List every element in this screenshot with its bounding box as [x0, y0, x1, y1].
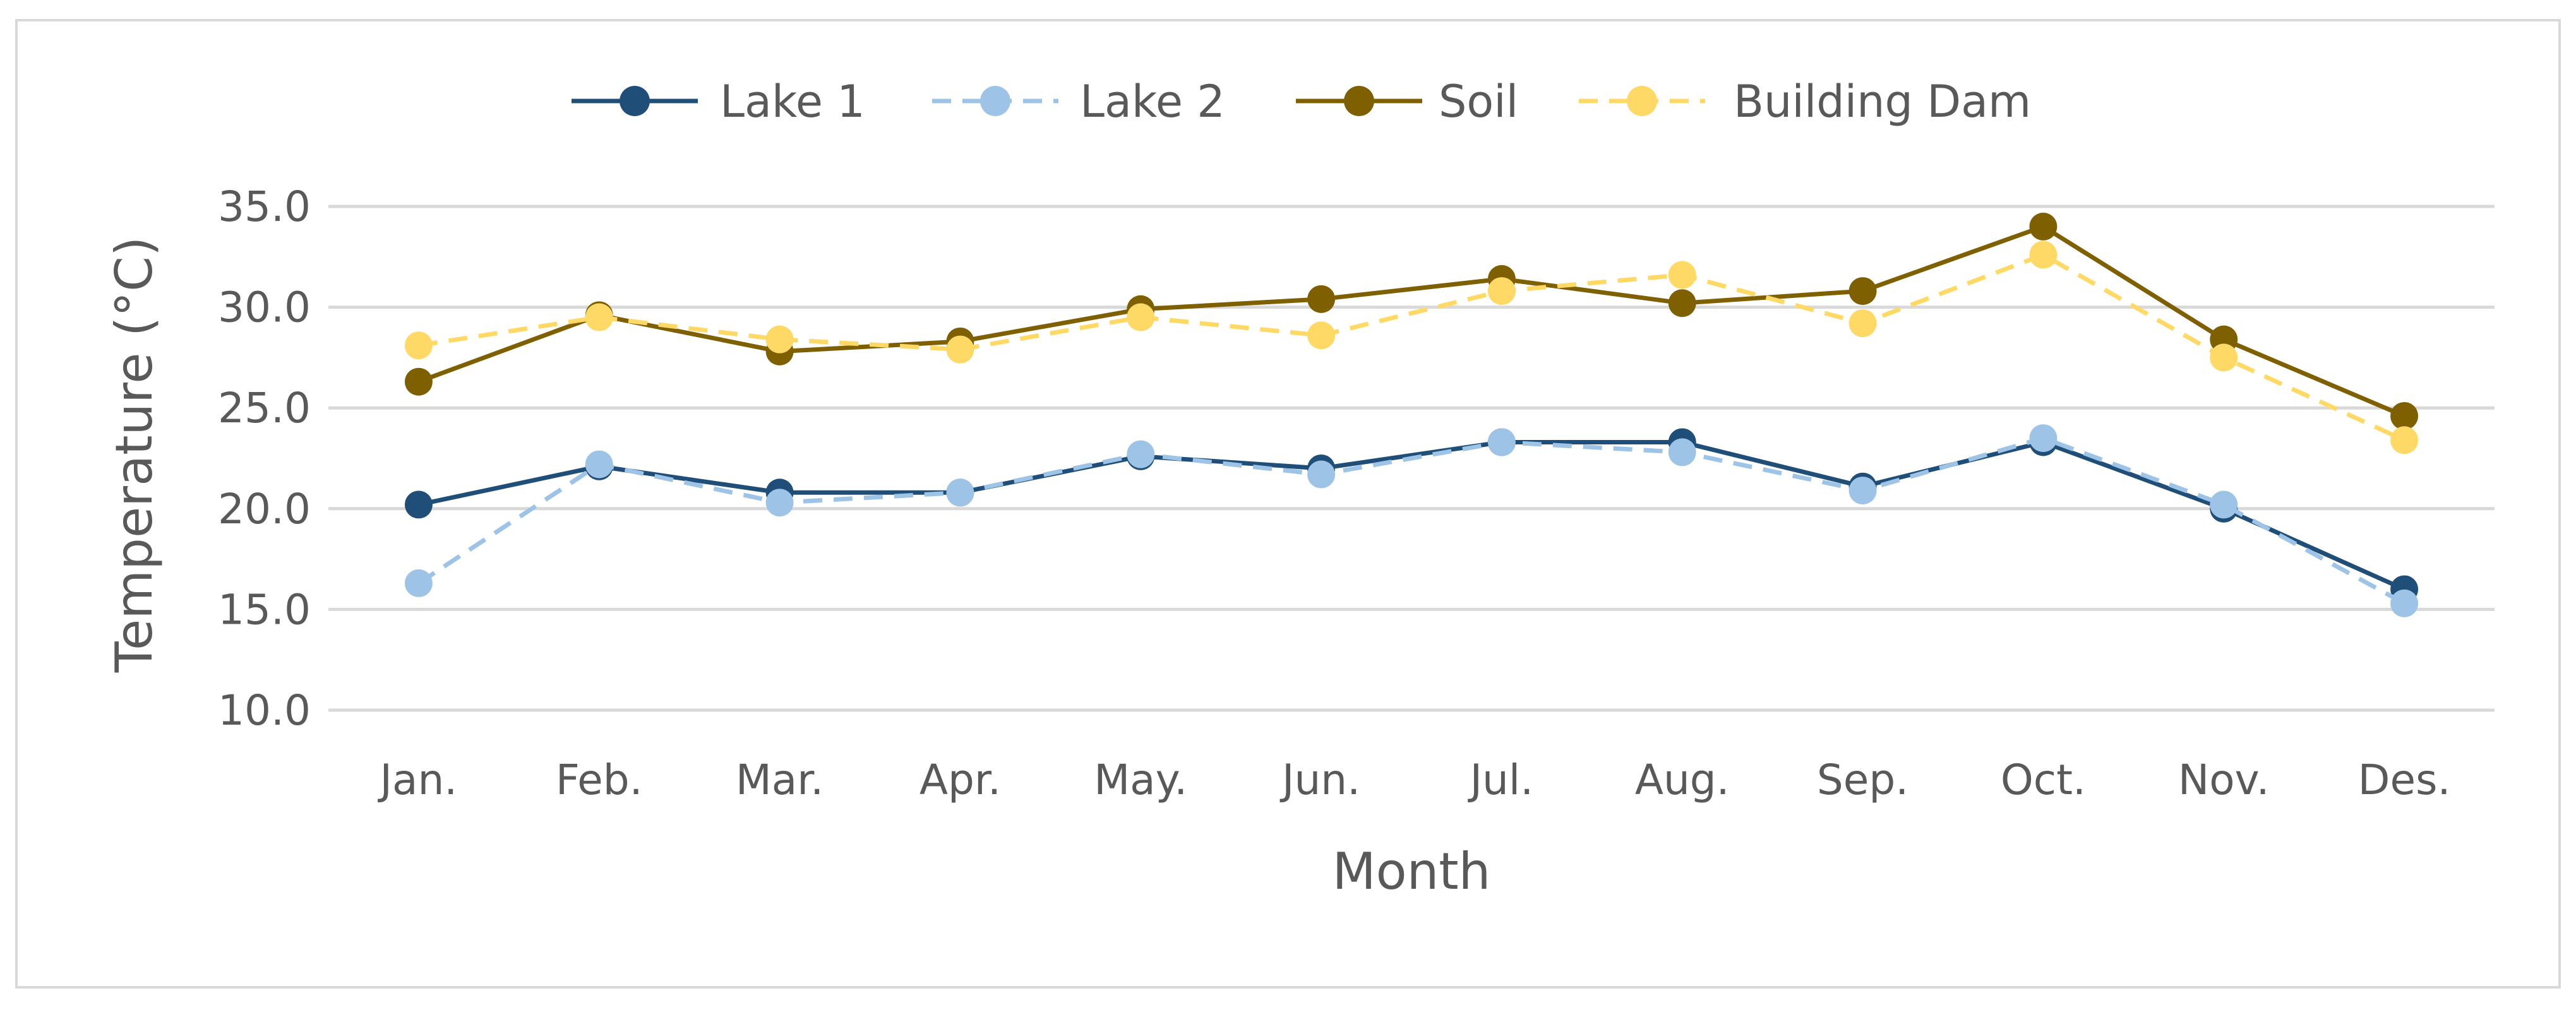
legend-item: Building Dam	[1579, 76, 2031, 128]
x-tick-label: May.	[1094, 756, 1187, 804]
y-axis-title: Temperature (°C)	[105, 237, 164, 673]
y-tick-label: 10.0	[218, 686, 311, 735]
legend-marker	[980, 86, 1010, 116]
data-point	[1127, 440, 1155, 468]
legend-marker	[620, 86, 650, 116]
series-soil	[404, 212, 2419, 430]
x-axis-title: Month	[1333, 842, 1491, 901]
data-point	[1307, 460, 1336, 489]
data-point	[2390, 426, 2419, 454]
legend: Lake 1 Lake 2 Soil Building Dam	[572, 76, 2031, 128]
data-point	[2210, 490, 2238, 519]
data-point	[1487, 428, 1516, 456]
data-point	[2029, 241, 2058, 269]
x-tick-label: Nov.	[2178, 756, 2270, 804]
data-point	[1668, 289, 1696, 318]
data-point	[946, 478, 974, 507]
series-building-dam	[404, 241, 2419, 454]
gridlines	[328, 205, 2495, 712]
legend-label: Building Dam	[1734, 76, 2031, 128]
data-point	[2390, 589, 2419, 617]
legend-item: Lake 2	[932, 76, 1225, 128]
data-point	[404, 569, 433, 597]
y-axis-ticks: 10.0 15.0 20.0 25.0 30.0 35.0	[218, 182, 311, 735]
y-tick-label: 20.0	[218, 485, 311, 533]
data-point	[2210, 343, 2238, 372]
data-point	[1668, 438, 1696, 466]
data-point	[404, 490, 433, 519]
data-point	[404, 367, 433, 396]
x-axis-ticks: Jan. Feb. Mar. Apr. May. Jun. Jul. Aug. Sep. Oct.…	[378, 756, 2451, 804]
data-point	[404, 331, 433, 360]
x-tick-label: Des.	[2358, 756, 2451, 804]
y-tick-label: 35.0	[218, 182, 311, 231]
x-tick-label: Oct.	[2001, 756, 2086, 804]
legend-label: Lake 1	[720, 76, 865, 128]
data-point	[946, 335, 974, 364]
data-point	[1307, 285, 1336, 313]
series-layer	[404, 212, 2419, 617]
data-point	[2390, 401, 2419, 430]
y-tick-label: 30.0	[218, 283, 311, 332]
data-point	[1127, 303, 1155, 331]
x-tick-label: Jan.	[378, 756, 458, 804]
x-tick-label: Jul.	[1468, 756, 1534, 804]
data-point	[1307, 321, 1336, 350]
series-line	[417, 436, 2405, 605]
data-point	[585, 450, 613, 478]
data-point	[2029, 424, 2058, 453]
data-point	[1668, 261, 1696, 289]
x-tick-label: Feb.	[556, 756, 643, 804]
legend-marker	[1627, 86, 1657, 116]
x-tick-label: Sep.	[1817, 756, 1908, 804]
data-point	[2029, 212, 2058, 241]
chart-frame	[15, 19, 2561, 989]
y-tick-label: 25.0	[218, 384, 311, 432]
series-line	[418, 439, 2405, 591]
series-line	[418, 252, 2405, 443]
y-tick-label: 15.0	[218, 585, 311, 634]
data-point	[1848, 277, 1877, 306]
legend-label: Soil	[1439, 76, 1518, 128]
legend-item: Lake 1	[572, 76, 865, 128]
data-point	[765, 489, 794, 517]
data-point	[765, 325, 794, 354]
legend-label: Lake 2	[1080, 76, 1225, 128]
x-tick-label: Apr.	[920, 756, 1001, 804]
x-tick-label: Jun.	[1279, 756, 1360, 804]
legend-marker	[1344, 86, 1374, 116]
data-point	[1487, 277, 1516, 306]
series-line	[417, 224, 2405, 419]
x-tick-label: Mar.	[736, 756, 824, 804]
data-point	[1848, 309, 1877, 338]
data-point	[585, 303, 613, 331]
data-point	[1848, 477, 1877, 505]
x-tick-label: Aug.	[1635, 756, 1730, 804]
legend-item: Soil	[1296, 76, 1518, 128]
series-lake-2	[404, 424, 2419, 617]
series-lake-1	[404, 428, 2419, 603]
